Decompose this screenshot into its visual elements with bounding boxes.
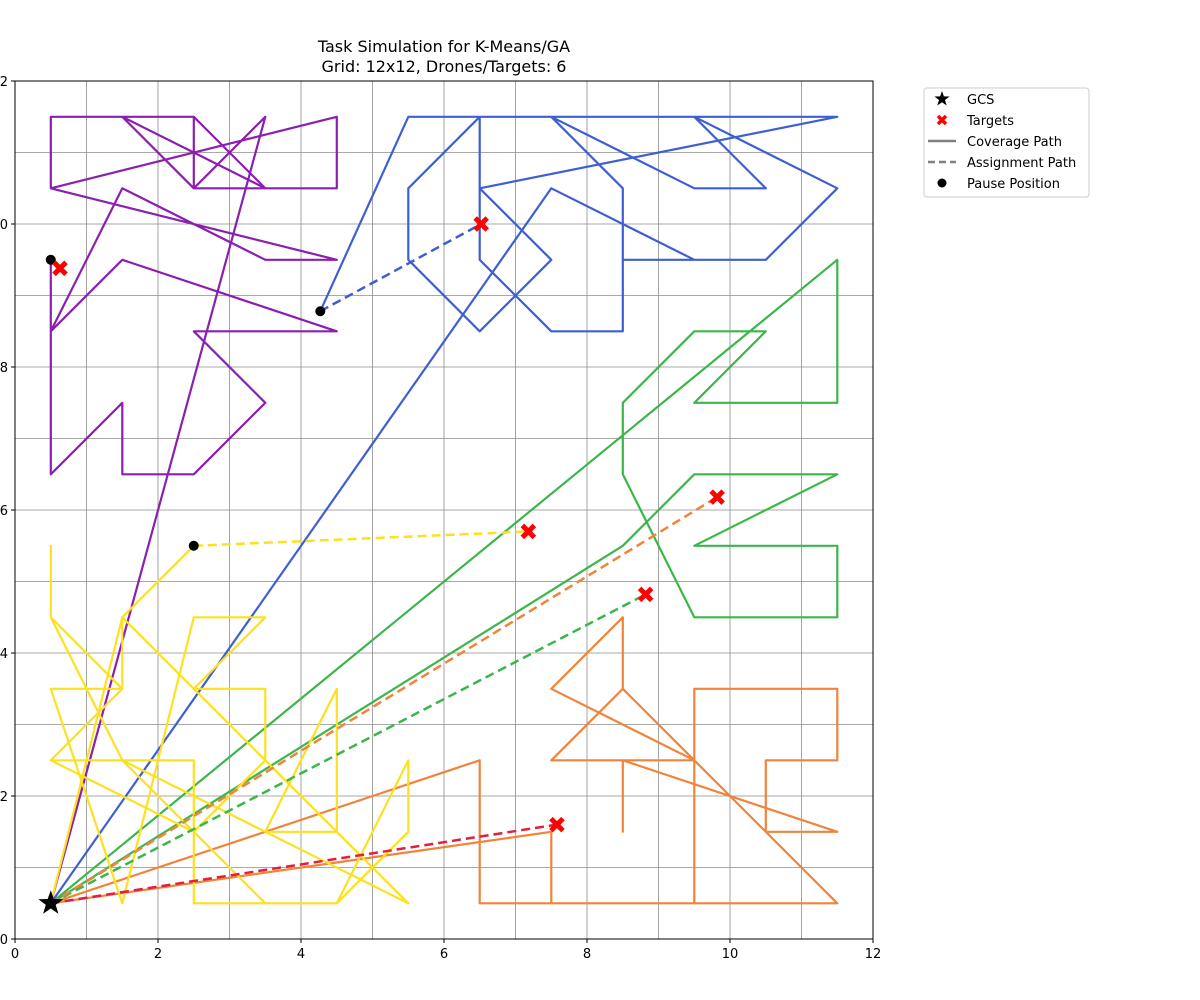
legend-label: Targets <box>966 114 1014 129</box>
marker-layer <box>38 216 725 914</box>
gcs-marker <box>38 890 64 914</box>
y-tick-label: 12 <box>0 75 8 90</box>
legend-label: Assignment Path <box>967 156 1076 171</box>
x-tick-label: 0 <box>11 947 19 962</box>
target-marker <box>520 523 537 540</box>
legend-label: GCS <box>967 93 994 108</box>
x-tick-label: 4 <box>297 947 305 962</box>
pause-position-marker <box>45 254 56 265</box>
target-marker <box>473 216 489 232</box>
x-tick-label: 12 <box>865 947 882 962</box>
chart-subtitle: Grid: 12x12, Drones/Targets: 6 <box>322 57 567 76</box>
assignment-path <box>319 222 482 313</box>
legend-frame <box>923 87 1090 198</box>
pause-position-marker <box>315 306 326 317</box>
y-tick-label: 4 <box>0 647 8 662</box>
legend: GCS Targets Coverage Path Assignment Path Pa… <box>923 87 1090 198</box>
axis-ticks: 0 2 4 6 8 10 12 0 2 4 6 8 10 12 <box>0 75 881 962</box>
series-layer <box>49 115 839 905</box>
legend-pause-swatch <box>937 178 947 188</box>
coverage-path <box>49 115 839 904</box>
y-tick-label: 0 <box>0 933 8 948</box>
target-marker <box>52 260 68 277</box>
legend-target-swatch <box>936 114 948 126</box>
x-tick-label: 10 <box>722 947 739 962</box>
legend-label: Pause Position <box>967 177 1060 192</box>
assignment-path <box>50 823 558 905</box>
chart-title: Task Simulation for K-Means/GA <box>317 37 570 56</box>
y-tick-label: 8 <box>0 361 8 376</box>
y-tick-label: 2 <box>0 790 8 805</box>
pause-position-marker <box>188 540 199 551</box>
coverage-path <box>49 544 410 905</box>
coverage-path <box>50 616 839 905</box>
y-tick-label: 10 <box>0 218 8 233</box>
x-tick-label: 6 <box>440 947 448 962</box>
x-tick-label: 8 <box>583 947 591 962</box>
assignment-path <box>50 496 718 905</box>
target-marker <box>549 816 565 833</box>
assignment-path <box>193 530 529 548</box>
coverage-path <box>50 258 839 905</box>
y-tick-label: 6 <box>0 504 8 519</box>
target-marker <box>709 489 725 505</box>
target-marker <box>637 586 654 603</box>
coverage-path <box>49 115 338 904</box>
legend-gcs-swatch <box>934 91 950 106</box>
legend-label: Coverage Path <box>967 135 1062 150</box>
x-tick-label: 2 <box>154 947 162 962</box>
